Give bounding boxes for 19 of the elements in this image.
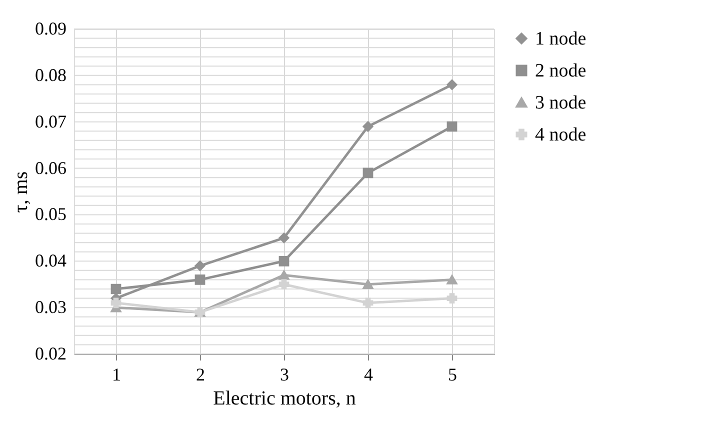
legend-label: 3 node <box>535 92 586 114</box>
y-tick-label: 0.04 <box>35 250 66 271</box>
y-tick-label: 0.02 <box>35 344 66 364</box>
y-tick-label: 0.05 <box>35 204 66 224</box>
x-tick-label: 4 <box>364 364 373 384</box>
y-tick-label: 0.03 <box>35 297 66 318</box>
y-tick-label: 0.08 <box>35 64 66 85</box>
legend-label: 4 node <box>535 124 586 146</box>
y-tick-label: 0.06 <box>35 158 66 178</box>
x-tick-label: 1 <box>112 364 121 384</box>
y-tick-label: 0.09 <box>35 18 66 38</box>
y-tick-label: 0.07 <box>35 111 66 132</box>
x-tick-label: 2 <box>196 364 205 384</box>
legend-label: 1 node <box>535 28 586 50</box>
y-axis-title: τ, ms <box>10 171 32 213</box>
legend-label: 2 node <box>535 60 586 82</box>
x-tick-label: 5 <box>448 364 457 384</box>
x-axis-title: Electric motors, n <box>213 388 356 410</box>
x-tick-label: 3 <box>280 364 289 384</box>
